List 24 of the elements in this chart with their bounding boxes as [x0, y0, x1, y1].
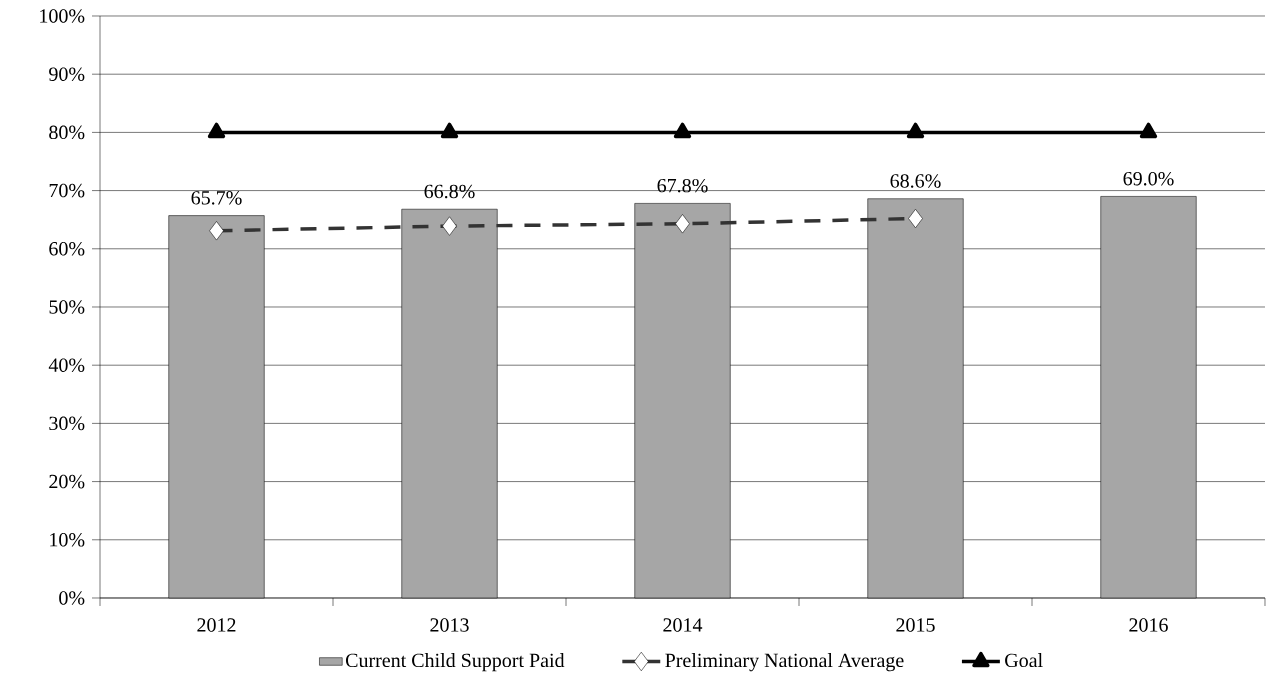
y-tick-label: 0% [59, 591, 85, 605]
x-tick-label: 2016 [1129, 618, 1168, 632]
y-tick-label: 80% [49, 125, 85, 140]
legend-label: Goal [1005, 653, 1043, 668]
y-tick-label: 30% [49, 416, 85, 431]
y-tick-label: 20% [49, 474, 85, 489]
x-tick-label: 2015 [896, 618, 935, 632]
legend-label: Preliminary National Average [665, 653, 904, 672]
data-label: 66.8% [424, 184, 475, 199]
y-tick-label: 60% [49, 242, 85, 256]
x-tick-label: 2014 [663, 618, 703, 632]
y-tick-label: 40% [48, 358, 85, 372]
x-tick-label: 2012 [197, 618, 236, 632]
data-label: 69.0% [1123, 171, 1174, 186]
y-tick-label: 100% [40, 9, 85, 23]
y-tick-label: 50% [49, 300, 85, 314]
x-tick-label: 2013 [430, 618, 469, 632]
data-label: 67.8% [657, 178, 708, 193]
y-tick-label: 90% [49, 67, 85, 81]
y-tick-label: 10% [50, 533, 85, 547]
legend-label: Current Child Support Paid [345, 653, 565, 672]
y-tick-label: 70% [49, 183, 85, 198]
data-label: 68.6% [890, 174, 941, 188]
data-label: 65.7% [191, 191, 242, 205]
